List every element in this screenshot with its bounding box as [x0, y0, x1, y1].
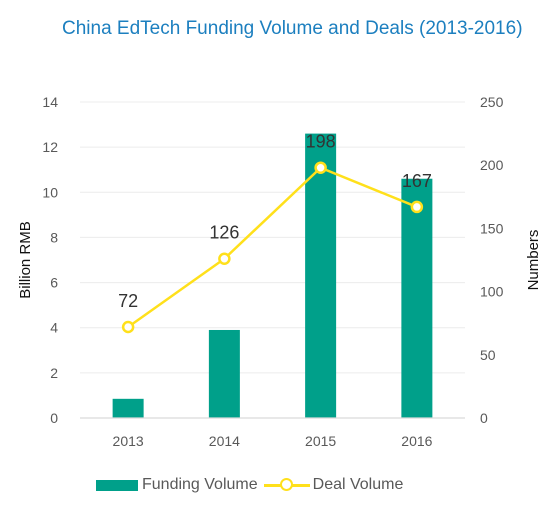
- bars: [112, 133, 433, 418]
- legend-label-deals: Deal Volume: [312, 476, 404, 493]
- bar-2014: [208, 329, 240, 418]
- y-right-tick-label: 150: [480, 220, 504, 236]
- y-left-tick-label: 10: [42, 184, 58, 200]
- y-right-tick-label: 200: [480, 157, 504, 173]
- data-label-2016: 167: [402, 171, 432, 191]
- y-right-tick-label: 250: [480, 94, 504, 110]
- legend-item-funding: Funding Volume: [96, 476, 258, 494]
- y-right-axis-title: Numbers: [525, 230, 542, 291]
- y-left-tick-label: 12: [42, 139, 58, 155]
- y-left-tick-label: 6: [50, 275, 58, 291]
- x-tick-label: 2015: [305, 433, 336, 449]
- legend-bar-swatch: [96, 479, 138, 491]
- y-right-tick-label: 50: [480, 347, 496, 363]
- legend-line-swatch: [263, 478, 310, 492]
- x-tick-label: 2013: [113, 433, 144, 449]
- data-label-2015: 198: [306, 132, 336, 152]
- x-tick-label: 2014: [209, 433, 240, 449]
- deal-point-2014: [218, 252, 231, 265]
- deal-point-2015: [314, 161, 327, 174]
- gridlines: [80, 101, 465, 374]
- y-left-tick-label: 8: [50, 229, 58, 245]
- x-tick-label: 2016: [401, 433, 432, 449]
- axes: 0 2 4 6 8 10 12 14 0 50 100 150 200 250 2013 2014 2015 20…: [17, 94, 542, 449]
- data-labels: 72 126 198 167: [118, 132, 432, 311]
- legend-label-funding: Funding Volume: [142, 476, 258, 493]
- bar-2015: [305, 133, 337, 418]
- y-left-tick-label: 0: [50, 410, 58, 426]
- deal-point-2013: [121, 320, 135, 334]
- data-label-2014: 126: [209, 223, 239, 243]
- deal-volume-line: [127, 166, 418, 329]
- data-label-2013: 72: [118, 291, 138, 311]
- chart-title: China EdTech Funding Volume and Deals (2…: [62, 18, 523, 39]
- bar-2016: [401, 178, 433, 418]
- y-right-tick-label: 100: [480, 284, 504, 300]
- legend-item-deals: Deal Volume: [263, 476, 404, 494]
- y-left-tick-label: 14: [42, 94, 58, 110]
- deal-point-2016: [410, 200, 424, 214]
- legend: Funding Volume Deal Volume: [96, 476, 403, 494]
- y-left-tick-label: 4: [50, 320, 58, 336]
- bar-2013: [112, 398, 144, 418]
- y-left-axis-title: Billion RMB: [17, 221, 34, 299]
- deal-line: [121, 161, 424, 334]
- y-left-tick-label: 2: [50, 365, 58, 381]
- y-right-tick-label: 0: [480, 410, 488, 426]
